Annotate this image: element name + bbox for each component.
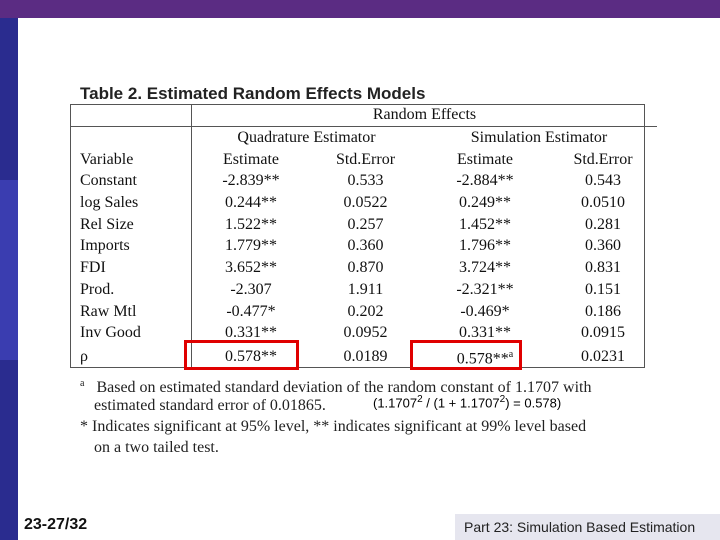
s-stderror-cell: 0.0510 — [581, 194, 625, 212]
q-estimate-cell: 1.522** — [225, 215, 277, 233]
s-stderror-cell: 0.186 — [585, 302, 621, 320]
footer-caption: Part 23: Simulation Based Estimation — [464, 519, 696, 535]
footnote-a-symbol: a — [80, 378, 85, 389]
q-stderror-cell: 1.911 — [347, 280, 384, 298]
footnote-a-line1: a Based on estimated standard deviation … — [80, 374, 591, 398]
q-stderror-cell: 0.0189 — [343, 347, 388, 365]
q-estimate-cell: -0.477* — [226, 302, 276, 320]
q-stderror-cell: 0.533 — [347, 172, 384, 190]
left-accent-bar-highlight — [0, 180, 18, 360]
q-estimate-cell: -2.307 — [230, 280, 272, 298]
q-stderror-cell: 0.257 — [347, 215, 384, 233]
table-row: Constant -2.839** 0.533 -2.884** 0.543 — [70, 170, 657, 192]
calc-part: ) = 0.578) — [505, 395, 562, 411]
s-estimate-value: 0.578** — [456, 349, 509, 367]
s-estimate-cell: 0.331** — [459, 324, 511, 342]
table-row: Imports 1.779** 0.360 1.796** 0.360 — [70, 235, 657, 257]
header-q-stderror: Std.Error — [335, 150, 396, 168]
variable-cell: Inv Good — [70, 321, 192, 344]
table-row-rho: ρ 0.578** 0.0189 0.578**a 0.0231 — [70, 343, 657, 369]
s-stderror-cell: 0.360 — [585, 237, 621, 255]
header-variable: Variable — [70, 148, 192, 171]
table-row: Inv Good 0.331** 0.0952 0.331** 0.0915 — [70, 321, 657, 344]
variable-cell-rho: ρ — [70, 343, 192, 369]
variable-cell: Imports — [70, 235, 192, 257]
header-random-effects: Random Effects — [191, 104, 657, 127]
footnote-a-marker: a — [508, 348, 514, 360]
q-stderror-cell: 0.0952 — [343, 324, 388, 342]
table-row: Raw Mtl -0.477* 0.202 -0.469* 0.186 — [70, 300, 657, 322]
header-blank-cell — [70, 104, 192, 127]
s-estimate-cell: -2.884** — [456, 172, 514, 190]
header-blank-cell — [70, 126, 192, 149]
s-estimate-cell: 0.249** — [459, 194, 511, 212]
q-estimate-cell: 0.244** — [225, 194, 277, 212]
calc-superscript: 2 — [499, 394, 506, 405]
variable-cell: Prod. — [70, 278, 192, 301]
s-estimate-cell: 1.796** — [459, 237, 511, 255]
header-row-groups: Quadrature Estimator Simulation Estimato… — [70, 126, 657, 149]
q-estimate-cell: 3.652** — [225, 259, 277, 277]
table-row: log Sales 0.244** 0.0522 0.249** 0.0510 — [70, 191, 657, 214]
q-stderror-cell: 0.202 — [347, 302, 384, 320]
table-row: Rel Size 1.522** 0.257 1.452** 0.281 — [70, 213, 657, 236]
header-row-top: Random Effects — [70, 104, 657, 127]
footnote-star-line2: on a two tailed test. — [94, 439, 219, 456]
s-estimate-cell: 1.452** — [459, 215, 511, 233]
variable-cell: Constant — [70, 170, 192, 192]
highlight-box-simulation-rho — [410, 340, 522, 370]
table-title: Table 2. Estimated Random Effects Models — [80, 84, 426, 103]
variable-cell: log Sales — [70, 191, 192, 214]
s-stderror-cell: 0.151 — [585, 280, 621, 298]
header-s-estimate: Estimate — [457, 150, 513, 168]
s-stderror-cell: 0.831 — [585, 259, 621, 277]
variable-cell: Raw Mtl — [70, 300, 192, 322]
variable-cell: FDI — [70, 256, 192, 279]
variable-cell: Rel Size — [70, 213, 192, 236]
s-estimate-cell: -0.469* — [460, 302, 510, 320]
slide-number: 23-27/32 — [24, 516, 88, 533]
q-estimate-cell: 0.331** — [225, 324, 277, 342]
header-simulation: Simulation Estimator — [470, 129, 608, 147]
q-estimate-cell: 0.578** — [225, 347, 277, 365]
footnote-star-line1: * Indicates significant at 95% level, **… — [80, 418, 587, 435]
s-stderror-cell: 0.543 — [585, 172, 621, 190]
s-estimate-cell: -2.321** — [456, 280, 514, 298]
header-q-estimate: Estimate — [223, 150, 279, 168]
footnote-a-text2: estimated standard error of 0.01865. — [94, 397, 326, 414]
table-row: Prod. -2.307 1.911 -2.321** 0.151 — [70, 278, 657, 301]
rho-calculation: (1.17072 / (1 + 1.17072) = 0.578) — [373, 394, 561, 410]
estimates-table: Random Effects Quadrature Estimator Simu… — [70, 104, 657, 369]
s-stderror-cell: 0.281 — [585, 215, 621, 233]
q-estimate-cell: -2.839** — [222, 172, 280, 190]
q-estimate-cell: 1.779** — [225, 237, 277, 255]
calc-part: (1.1707 — [373, 395, 418, 411]
highlight-box-quadrature-rho — [184, 340, 299, 370]
top-accent-bar — [0, 0, 720, 18]
s-stderror-cell: 0.0915 — [581, 324, 625, 342]
header-row-columns: Variable Estimate Std.Error Estimate Std… — [70, 148, 657, 171]
table-row: FDI 3.652** 0.870 3.724** 0.831 — [70, 256, 657, 279]
header-s-stderror: Std.Error — [573, 150, 633, 168]
q-stderror-cell: 0.870 — [347, 259, 384, 277]
header-quadrature: Quadrature Estimator — [237, 129, 376, 147]
footer-caption-box — [455, 514, 720, 540]
q-stderror-cell: 0.360 — [347, 237, 384, 255]
calc-superscript: 2 — [417, 394, 423, 405]
s-estimate-cell: 3.724** — [459, 259, 511, 277]
calc-part: / (1 + 1.1707 — [422, 395, 500, 411]
s-stderror-cell: 0.0231 — [581, 347, 625, 365]
q-stderror-cell: 0.0522 — [343, 194, 388, 212]
s-estimate-cell-rho: 0.578**a — [421, 344, 549, 369]
footnote-a-text1: Based on estimated standard deviation of… — [96, 379, 592, 397]
